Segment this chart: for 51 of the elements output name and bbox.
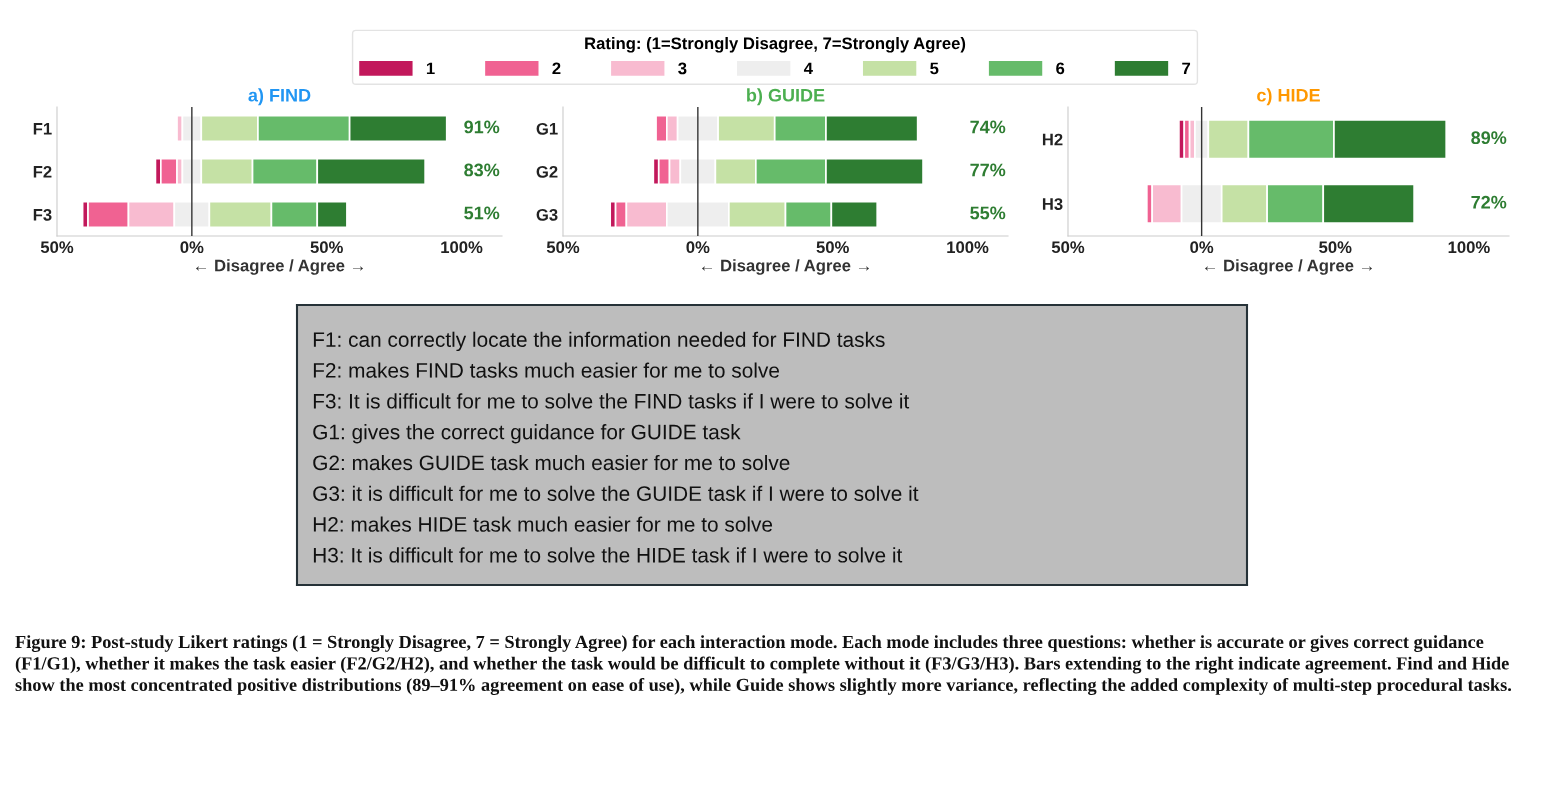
text: F3: It is difficult for me to solve the FIND tasks if I were to solve it [313, 393, 910, 409]
y-tick-label: G3 [536, 208, 558, 221]
x-tick-label: 100% [441, 241, 483, 254]
x-tick-label: 0% [180, 241, 204, 254]
chart-title: c) HIDE [1257, 88, 1320, 106]
legend-label: 4 [803, 62, 813, 75]
x-tick-label: 50% [546, 241, 580, 254]
annotation: 72% [1471, 195, 1507, 209]
legend-label: 7 [1182, 62, 1191, 75]
annotation: 74% [970, 120, 1006, 134]
x-axis-title: ← Disagree / Agree → [196, 259, 363, 275]
y-tick-label: G1 [536, 122, 558, 135]
annotation: 83% [464, 163, 500, 177]
legend-label: 6 [1056, 62, 1065, 75]
x-tick-label: 50% [40, 241, 74, 254]
x-tick-label: 100% [1448, 241, 1490, 254]
y-tick-label: H3 [1042, 198, 1063, 210]
text: G2: makes GUIDE task much easier for me to solve [313, 454, 790, 471]
legend-label: 2 [552, 62, 561, 75]
legend-label: 3 [678, 62, 687, 75]
annotation: 89% [1471, 131, 1507, 145]
x-tick-label: 0% [686, 241, 710, 254]
annotation: 55% [970, 206, 1006, 220]
caption: Figure 9: Post-study Likert ratings (1 = Strongly Disagree, 7 = Strongly Agree) for each interaction mode. Each mode includes three questions: whether is accurate or gives correct guidance (F1/G1), whether it makes the task easier (F2/G2/H2), and whether the task would be difficult to complete without it (F3/G3/H3). Bars extending to the right indicate agreement. Find and Hide show the most concentrated positive distributions (89–91% agreement on ease of use), while Guide shows slightly more variance, reflecting the added complexity of multi-step procedural tasks. [15, 635, 1512, 695]
annotation: 77% [970, 163, 1006, 177]
y-tick-label: F2 [33, 165, 52, 178]
legend-label: 5 [930, 62, 939, 75]
annotation: 91% [464, 120, 500, 134]
x-tick-label: 50% [310, 241, 343, 254]
y-tick-label: H2 [1042, 133, 1063, 146]
x-tick-label: 50% [816, 241, 849, 254]
x-tick-label: 50% [1319, 241, 1352, 254]
text: G1: gives the correct guidance for GUIDE task [313, 424, 741, 444]
legend-title: Rating: (1=Strongly Disagree, 7=Strongly Agree) [585, 37, 966, 53]
annotation: 51% [464, 206, 500, 220]
text: G3: it is difficult for me to solve the GUIDE task if I were to solve it [313, 485, 919, 501]
x-tick-label: 50% [1051, 241, 1085, 254]
legend-label: 1 [426, 62, 435, 75]
text: F2: makes FIND tasks much easier for me to solve [313, 362, 780, 378]
chart-title: a) FIND [248, 88, 311, 106]
y-tick-label: F3 [33, 208, 52, 221]
y-tick-label: F1 [33, 123, 52, 135]
chart-title: b) GUIDE [747, 88, 825, 106]
x-tick-label: 0% [1190, 241, 1214, 254]
text: H2: makes HIDE task much easier for me to solve [313, 516, 773, 532]
x-axis-title: ← Disagree / Agree → [1205, 259, 1372, 275]
x-tick-label: 100% [947, 241, 989, 254]
text: F1: can correctly locate the information needed for FIND tasks [313, 331, 885, 352]
y-tick-label: G2 [536, 165, 558, 178]
x-axis-title: ← Disagree / Agree → [702, 259, 869, 275]
text: H3: It is difficult for me to solve the HIDE task if I were to solve it [313, 547, 903, 563]
